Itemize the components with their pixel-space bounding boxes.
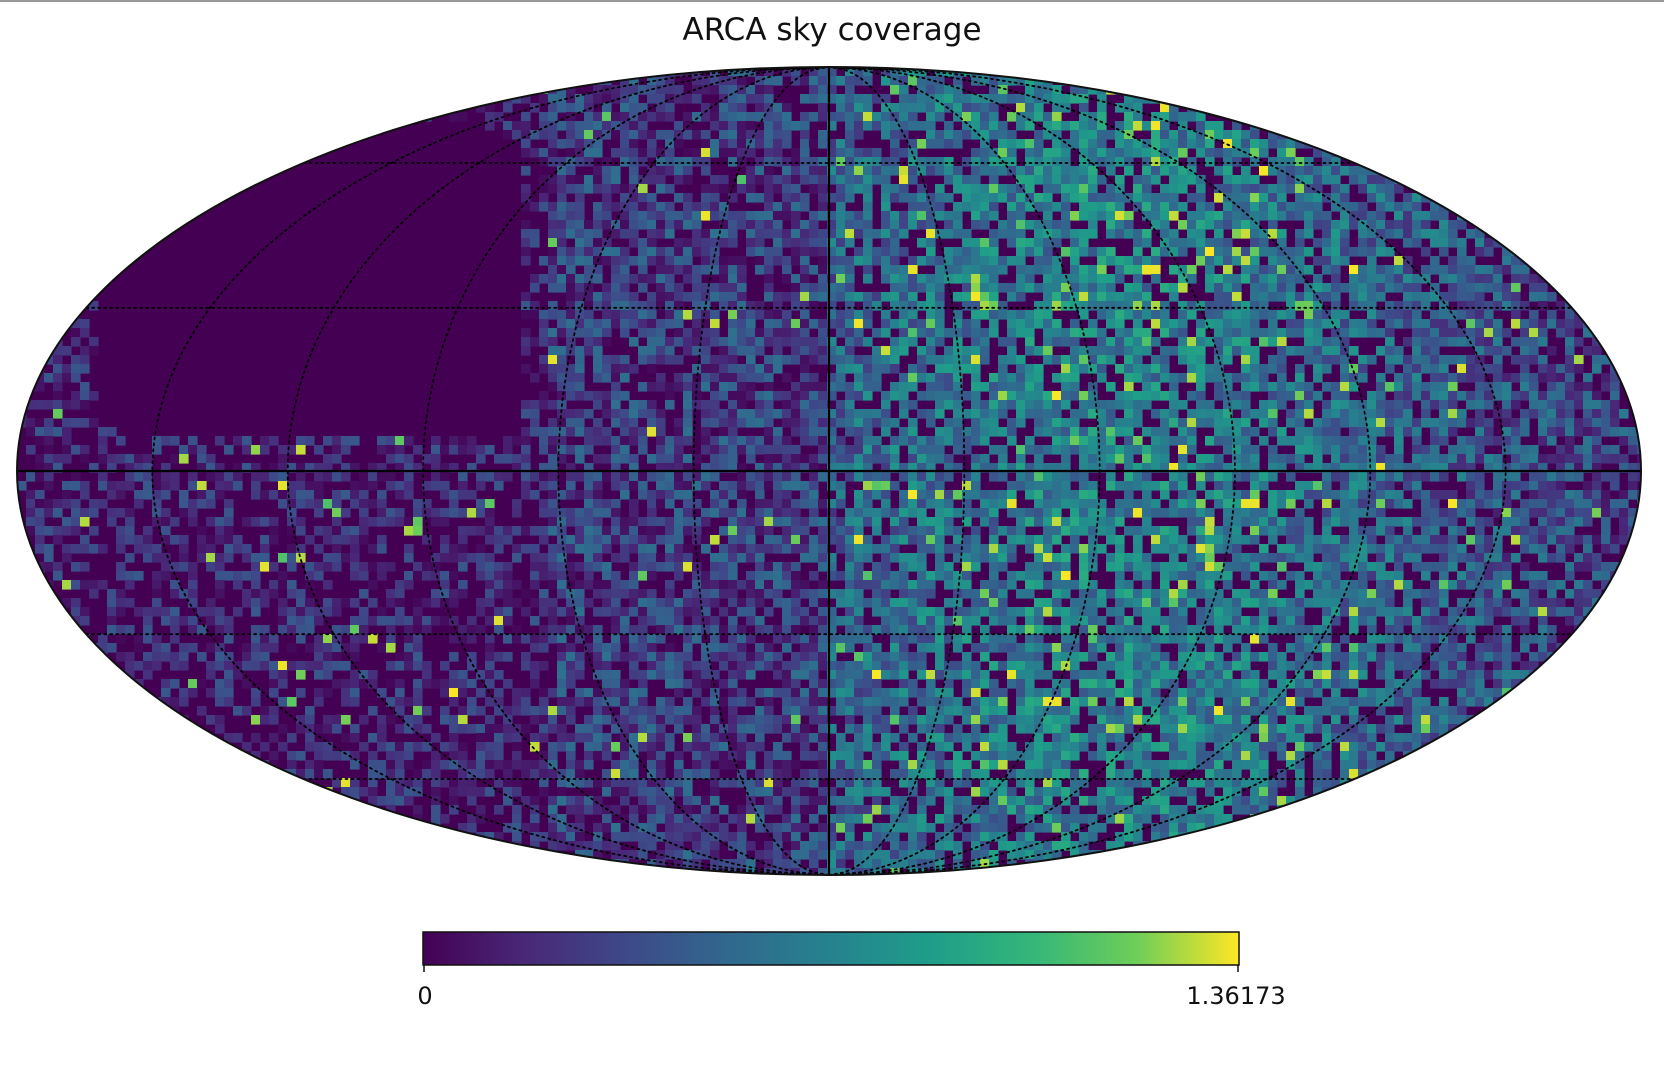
coverage-pixels	[17, 67, 1641, 875]
colorbar	[422, 931, 1240, 972]
page-title: ARCA sky coverage	[682, 12, 982, 48]
axis-lines	[17, 67, 1641, 875]
meridian-line	[828, 67, 1507, 875]
colorbar-max-label: 1.36173	[1186, 982, 1286, 1010]
window-top-border	[0, 0, 1664, 2]
meridian-line	[151, 67, 830, 875]
colorbar-gradient	[422, 931, 1240, 966]
map-outline	[16, 66, 1642, 876]
colorbar-min-label: 0	[417, 982, 433, 1010]
